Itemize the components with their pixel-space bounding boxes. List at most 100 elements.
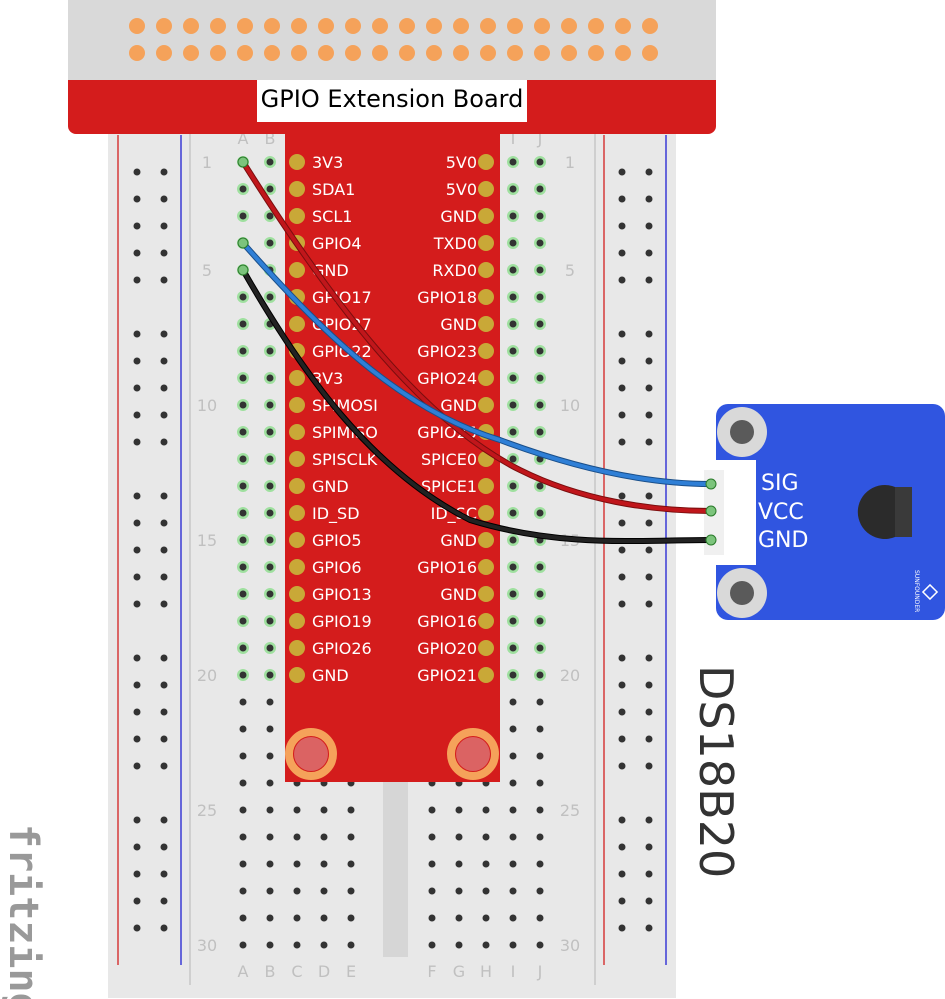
breadboard-hole [509,158,517,166]
breadboard-hole [266,347,274,355]
breadboard-hole [239,698,247,706]
gpio-pad [478,613,494,629]
rail-hole [133,492,141,500]
module-pin-vcc: VCC [758,500,804,525]
gpio-pad [478,181,494,197]
breadboard-hole [266,428,274,436]
gpio-pad [478,586,494,602]
breadboard-hole [266,806,274,814]
breadboard-hole [536,752,544,760]
rail-hole [618,897,626,905]
breadboard-hole [266,536,274,544]
rail-hole [618,438,626,446]
header-pin [588,18,604,34]
gpio-pad [478,370,494,386]
row-number-left: 25 [197,801,217,820]
breadboard-hole [239,860,247,868]
breadboard-hole [536,320,544,328]
breadboard-hole [536,158,544,166]
breadboard-hole [509,374,517,382]
breadboard-hole [266,617,274,625]
board-title: GPIO Extension Board [261,85,524,113]
rail-hole [133,276,141,284]
rail-hole [645,492,653,500]
breadboard-hole [536,374,544,382]
header-pin [210,45,226,61]
breadboard-hole [266,455,274,463]
gpio-pad [289,397,305,413]
gpio-pad [289,640,305,656]
rail-hole [133,924,141,932]
breadboard-hole [266,563,274,571]
rail-hole [160,924,168,932]
gpio-pad [478,262,494,278]
row-number-left: 5 [202,261,212,280]
header-pin [534,45,550,61]
rail-hole [618,330,626,338]
breadboard-hole [266,833,274,841]
breadboard-hole [266,185,274,193]
header-pin [264,45,280,61]
breadboard-hole [266,158,274,166]
breadboard-hole [347,941,355,949]
breadboard-hole [536,617,544,625]
header-pin [453,45,469,61]
rail-hole [133,654,141,662]
header-pin [642,18,658,34]
gpio-pin-label-left: 3V3 [312,153,343,172]
rail-hole [618,357,626,365]
rail-hole [618,600,626,608]
breadboard-hole [239,806,247,814]
module-title: DS18B20 [689,665,743,878]
header-pin [291,45,307,61]
gpio-pin-label-left: GPIO19 [312,612,372,631]
breadboard-hole [482,860,490,868]
breadboard-hole [536,293,544,301]
breadboard-hole [455,806,463,814]
breadboard-hole [482,914,490,922]
breadboard-hole [536,941,544,949]
gpio-pin-label-left: SPIMOSI [312,396,378,415]
gpio-pin-label-left: GND [312,666,349,685]
breadboard-hole [239,671,247,679]
breadboard-hole [536,509,544,517]
gpio-pin-label-right: TXD0 [433,234,477,253]
rail-hole [133,762,141,770]
header-pin-array [129,18,658,61]
header-pin [480,45,496,61]
column-letter: B [265,962,276,981]
column-letter: J [537,962,543,981]
header-pin [156,45,172,61]
breadboard-hole [266,482,274,490]
rail-hole [160,681,168,689]
breadboard-hole [266,779,274,787]
breadboard-hole [239,185,247,193]
header-pin [615,45,631,61]
rail-hole [133,384,141,392]
breadboard-hole [509,590,517,598]
gpio-pin-label-left: GPIO17 [312,288,372,307]
breadboard-hole [239,833,247,841]
header-pin [588,45,604,61]
rail-hole [133,870,141,878]
rail-hole [133,573,141,581]
column-letter: C [291,962,302,981]
rail-hole [645,276,653,284]
gpio-pin-label-left: SPIMISO [312,423,378,442]
breadboard-hole [536,401,544,409]
breadboard-hole [509,428,517,436]
rail-hole [645,708,653,716]
breadboard-hole [266,941,274,949]
rail-hole [618,681,626,689]
rail-hole [618,924,626,932]
rail-hole [645,249,653,257]
breadboard-hole [266,698,274,706]
rail-hole [133,357,141,365]
breadboard-hole [536,887,544,895]
gpio-pin-label-right: GPIO20 [417,639,477,658]
rail-hole [645,654,653,662]
breadboard-hole [239,482,247,490]
gpio-pin-label-left: GPIO6 [312,558,362,577]
